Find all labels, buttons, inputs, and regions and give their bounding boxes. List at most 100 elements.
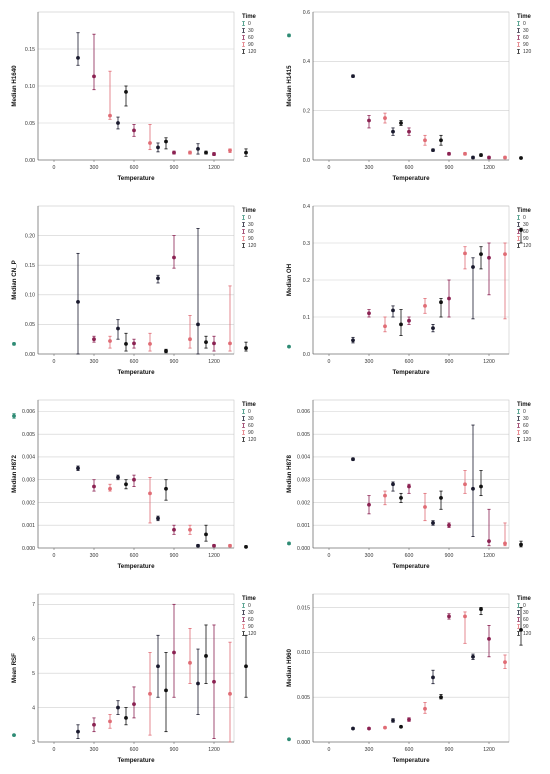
y-tick-label: 0.00 <box>25 352 35 358</box>
x-tick-label: 0 <box>53 553 56 559</box>
legend-entry: 30 <box>523 610 529 616</box>
data-point <box>124 342 128 346</box>
y-tick-label: 0.05 <box>25 121 35 127</box>
y-tick-label: 0.6 <box>303 10 310 16</box>
plot-frame <box>37 399 235 549</box>
chart-svg: 0.000.050.100.150 300 600 900 1200Temperatur… <box>11 11 257 182</box>
data-point <box>487 539 491 544</box>
data-point <box>287 541 291 546</box>
data-point <box>423 138 427 143</box>
x-axis-label: Temperature <box>392 175 430 182</box>
data-point <box>487 255 491 260</box>
legend-entry: 90 <box>248 430 254 436</box>
data-point <box>503 155 507 160</box>
data-point <box>156 276 160 281</box>
chart-panel: 0.00 0.05 0.10 0.15 0.20 0 300 600 900 1200 Temper… <box>2 196 275 386</box>
data-point <box>108 113 112 118</box>
data-point <box>156 145 160 150</box>
x-tick-label: 300 <box>90 747 99 753</box>
legend-entry: 30 <box>523 416 529 422</box>
data-point <box>439 300 443 305</box>
x-tick-label: 1200 <box>483 747 495 753</box>
x-tick-label: 900 <box>445 553 454 559</box>
x-tick-label: 1200 <box>208 747 220 753</box>
legend-entry: 60 <box>248 617 254 623</box>
data-point <box>407 318 411 323</box>
y-tick-label: 0.005 <box>297 432 310 438</box>
data-point <box>367 726 371 731</box>
data-point <box>463 251 467 256</box>
data-point <box>447 151 451 156</box>
legend-entry: 30 <box>248 28 254 34</box>
data-point <box>12 342 16 346</box>
data-point <box>463 614 467 619</box>
legend-title: Time <box>242 14 257 20</box>
y-tick-label: 0.4 <box>303 204 310 210</box>
data-point <box>76 466 80 471</box>
y-tick-label: 0.3 <box>303 241 310 247</box>
data-point <box>391 308 395 313</box>
y-axis-label: Median H1415 <box>286 65 293 107</box>
data-point <box>124 716 128 720</box>
data-point <box>76 729 80 734</box>
y-tick-label: 0.20 <box>25 233 35 239</box>
data-point <box>116 121 120 125</box>
data-point <box>212 152 216 156</box>
x-tick-label: 0 <box>328 553 331 559</box>
data-point <box>471 486 475 491</box>
data-point <box>383 116 387 120</box>
data-point <box>519 542 523 547</box>
chart-svg: 0.00.20.40.60 300 600 900 1200TemperatureMed… <box>286 10 532 182</box>
x-tick-label: 300 <box>365 553 374 559</box>
x-tick-label: 600 <box>130 165 139 171</box>
data-point <box>204 150 208 155</box>
legend-entry: 60 <box>248 423 254 429</box>
data-point <box>487 636 491 641</box>
data-point <box>367 502 371 507</box>
legend-title: Time <box>242 596 257 602</box>
legend-entry: 0 <box>248 21 251 27</box>
data-point <box>108 719 112 724</box>
y-tick-label: 0.2 <box>303 278 310 284</box>
data-point <box>196 681 200 686</box>
data-point <box>503 252 507 256</box>
x-axis-label: Temperature <box>117 563 155 570</box>
x-tick-label: 900 <box>170 165 179 171</box>
data-point <box>423 304 427 308</box>
y-tick-label: 0.003 <box>22 477 35 483</box>
data-point <box>156 664 160 669</box>
legend-entry: 0 <box>523 409 526 415</box>
x-tick-label: 300 <box>90 165 99 171</box>
plot-frame <box>37 205 235 355</box>
data-point <box>519 228 523 232</box>
y-tick-label: 4 <box>32 705 35 711</box>
data-point <box>391 718 395 723</box>
x-tick-label: 600 <box>130 553 139 559</box>
legend-entry: 30 <box>248 222 254 228</box>
y-tick-label: 5 <box>32 671 35 677</box>
data-point <box>447 296 451 301</box>
x-tick-label: 600 <box>130 359 139 365</box>
x-tick-label: 0 <box>328 747 331 753</box>
legend-entry: 90 <box>248 236 254 242</box>
y-tick-label: 0.001 <box>22 523 35 529</box>
x-axis-label: Temperature <box>392 563 430 570</box>
data-point <box>92 74 96 79</box>
data-point <box>92 722 96 727</box>
data-point <box>116 705 120 710</box>
data-point <box>479 484 483 489</box>
data-point <box>383 324 387 329</box>
y-tick-label: 0.004 <box>297 455 310 461</box>
y-tick-label: 0.001 <box>297 523 310 529</box>
data-point <box>447 614 451 619</box>
legend-entry: 60 <box>523 35 529 41</box>
data-point <box>76 55 80 60</box>
data-point <box>503 660 507 665</box>
data-point <box>391 482 395 487</box>
data-point <box>244 346 248 350</box>
x-tick-label: 600 <box>405 747 414 753</box>
legend-title: Time <box>517 402 532 408</box>
